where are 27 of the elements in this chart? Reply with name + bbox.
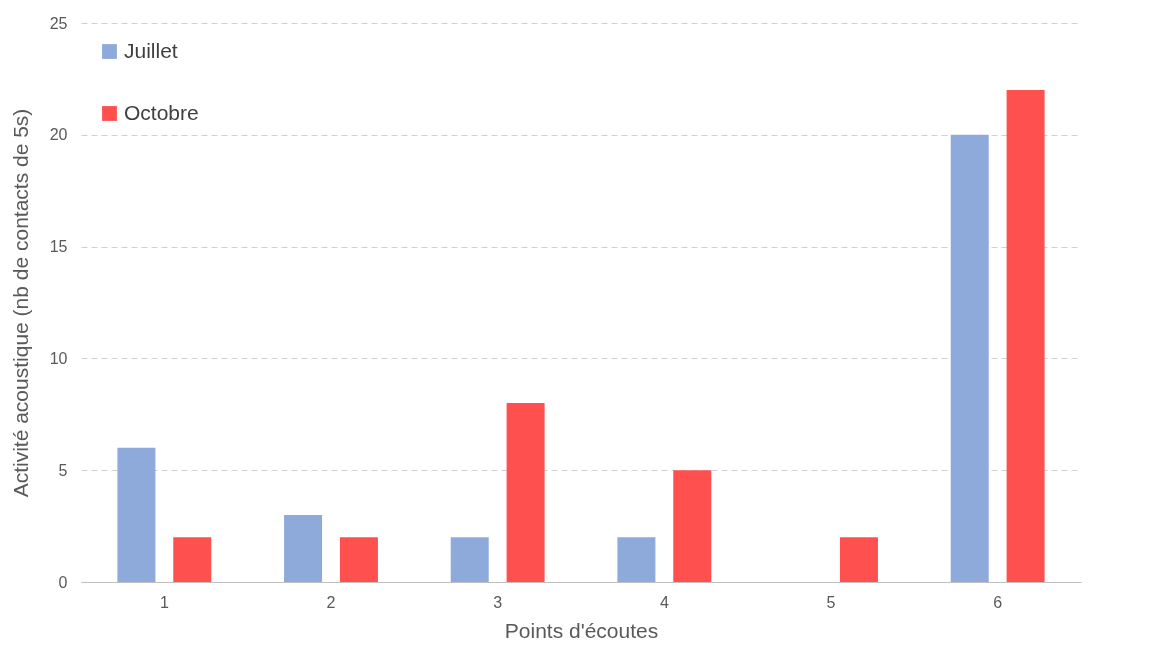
legend-label: Juillet [124, 38, 178, 62]
bar [950, 134, 989, 582]
x-tick-label: 4 [659, 593, 669, 611]
legend-label: Octobre [124, 100, 199, 124]
bar [117, 447, 156, 582]
y-tick-label: 10 [49, 349, 68, 367]
bar [173, 537, 212, 582]
bar [339, 537, 378, 582]
x-axis-title: Points d'écoutes [504, 618, 659, 642]
bar [284, 514, 323, 582]
x-tick-label: 5 [826, 593, 836, 611]
x-tick-label: 3 [493, 593, 503, 611]
bar [1006, 90, 1045, 582]
x-tick-label: 6 [993, 593, 1003, 611]
y-tick-label: 15 [49, 238, 68, 256]
y-tick-label: 5 [58, 461, 68, 479]
y-tick-label: 25 [49, 14, 68, 32]
bar [617, 537, 656, 582]
bar [506, 403, 545, 582]
y-axis-title: Activité acoustique (nb de contacts de 5s) [8, 108, 32, 498]
bar [839, 537, 878, 582]
x-tick-label: 1 [159, 593, 169, 611]
y-tick-label: 0 [58, 573, 68, 591]
x-tick-label: 2 [326, 593, 336, 611]
y-tick-label: 20 [49, 126, 68, 144]
bar [450, 537, 489, 582]
bar [673, 470, 712, 582]
